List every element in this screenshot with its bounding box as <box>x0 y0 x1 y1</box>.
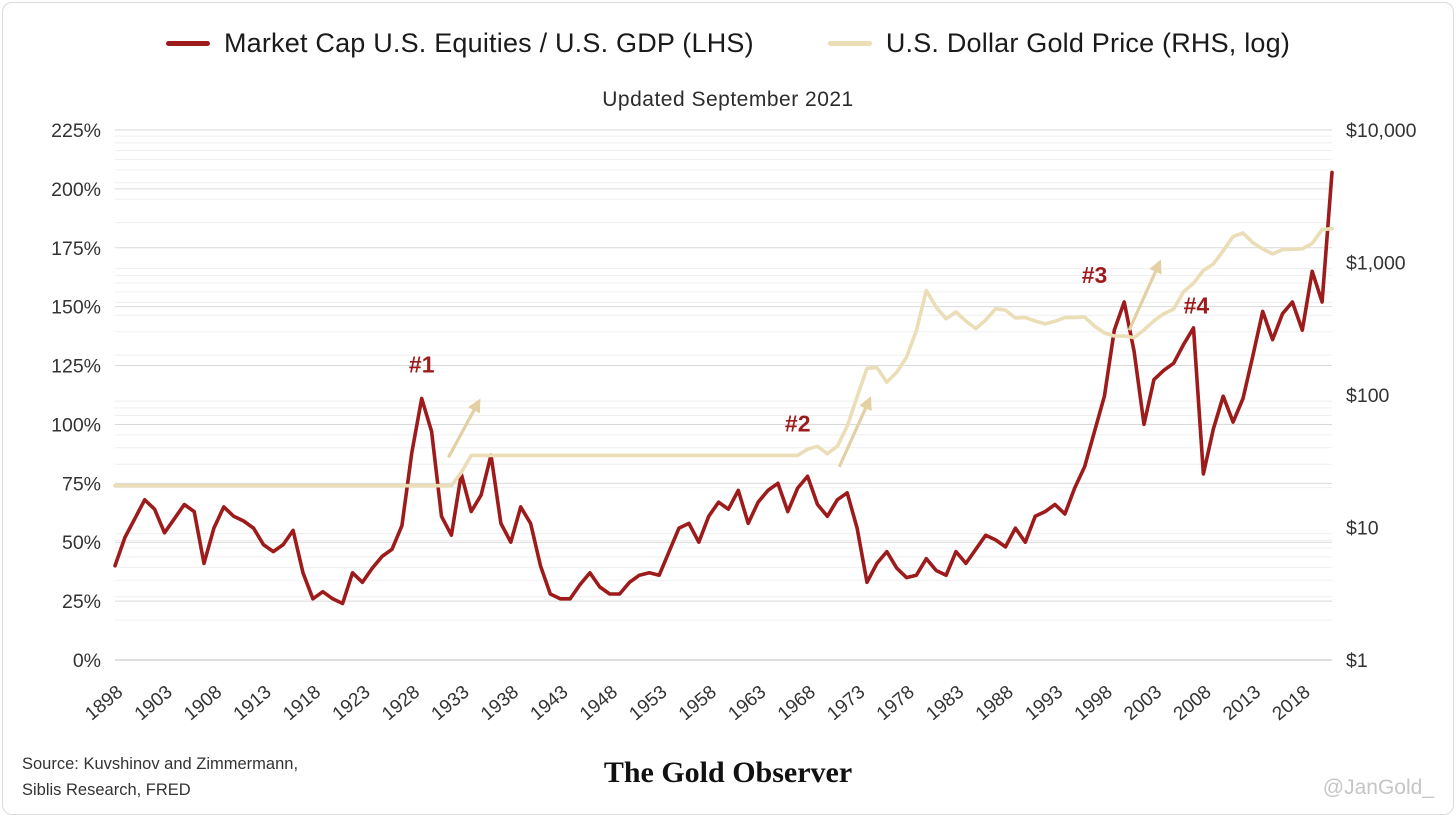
svg-text:200%: 200% <box>51 179 101 201</box>
svg-text:100%: 100% <box>51 414 101 436</box>
svg-text:1913: 1913 <box>230 682 276 725</box>
chart-subtitle: Updated September 2021 <box>602 88 854 111</box>
series-line-0 <box>113 170 1334 606</box>
svg-text:75%: 75% <box>62 473 101 495</box>
svg-text:125%: 125% <box>51 356 101 378</box>
svg-text:1933: 1933 <box>428 682 474 725</box>
svg-text:175%: 175% <box>51 238 101 260</box>
svg-text:1993: 1993 <box>1021 682 1067 725</box>
source-line-2: Siblis Research, FRED <box>22 780 191 799</box>
svg-text:2003: 2003 <box>1120 682 1166 725</box>
svg-text:1968: 1968 <box>774 682 820 725</box>
svg-text:2008: 2008 <box>1170 682 1216 725</box>
svg-text:1938: 1938 <box>477 682 523 725</box>
svg-text:$1: $1 <box>1346 650 1368 672</box>
x-axis-labels: 1898 1903 1908 1913 1918 1923 1928 1933 1938 1943… <box>81 682 1314 725</box>
svg-text:25%: 25% <box>62 591 101 613</box>
legend-swatch-gold <box>827 41 872 46</box>
series-line-1 <box>113 226 1334 488</box>
chart-legend: Market Cap U.S. Equities / U.S. GDP (LHS… <box>0 28 1456 59</box>
peak-annotations: #1 #2 #3 #4 <box>409 262 1210 436</box>
svg-text:#3: #3 <box>1082 262 1108 288</box>
svg-text:1928: 1928 <box>378 682 424 725</box>
svg-text:225%: 225% <box>51 120 101 142</box>
svg-text:50%: 50% <box>62 532 101 554</box>
major-gridlines <box>115 129 1332 661</box>
svg-text:1973: 1973 <box>823 682 869 725</box>
svg-text:1918: 1918 <box>279 682 325 725</box>
twitter-handle: @JanGold_ <box>1322 776 1434 799</box>
svg-text:#1: #1 <box>409 352 435 378</box>
svg-text:1988: 1988 <box>972 682 1018 725</box>
legend-swatch-equities <box>165 41 210 46</box>
svg-text:0%: 0% <box>73 650 101 672</box>
source-note: Source: Kuvshinov and Zimmermann, Siblis… <box>22 752 298 803</box>
svg-text:1983: 1983 <box>922 682 968 725</box>
legend-item-equities: Market Cap U.S. Equities / U.S. GDP (LHS… <box>165 28 754 59</box>
svg-text:$1,000: $1,000 <box>1346 253 1406 275</box>
svg-text:1963: 1963 <box>724 682 770 725</box>
svg-text:#2: #2 <box>785 411 811 437</box>
svg-text:1943: 1943 <box>527 682 573 725</box>
svg-text:2018: 2018 <box>1269 682 1315 725</box>
left-axis-labels: 0% 25% 50% 75% 100% 125% 150% 175% 200% 225% <box>51 120 101 672</box>
svg-text:1908: 1908 <box>180 682 226 725</box>
svg-text:2013: 2013 <box>1219 682 1265 725</box>
svg-text:1898: 1898 <box>81 682 127 725</box>
svg-text:1998: 1998 <box>1071 682 1117 725</box>
svg-text:$100: $100 <box>1346 385 1390 407</box>
source-line-1: Source: Kuvshinov and Zimmermann, <box>22 755 299 773</box>
legend-label-gold: U.S. Dollar Gold Price (RHS, log) <box>885 28 1291 58</box>
svg-text:1923: 1923 <box>329 682 375 725</box>
svg-text:$10: $10 <box>1346 518 1379 540</box>
svg-text:1948: 1948 <box>576 682 622 725</box>
svg-text:$10,000: $10,000 <box>1346 120 1417 142</box>
svg-text:1978: 1978 <box>873 682 919 725</box>
svg-text:1958: 1958 <box>675 682 721 725</box>
brand-title: The Gold Observer <box>603 756 853 789</box>
svg-text:1903: 1903 <box>131 682 177 725</box>
svg-text:150%: 150% <box>51 297 101 319</box>
legend-item-gold: U.S. Dollar Gold Price (RHS, log) <box>827 28 1291 59</box>
right-axis-labels: $1 $10 $100 $1,000 $10,000 <box>1346 120 1417 672</box>
svg-text:1953: 1953 <box>626 682 672 725</box>
devaluation-arrows <box>447 259 1162 468</box>
legend-label-equities: Market Cap U.S. Equities / U.S. GDP (LHS… <box>223 28 754 58</box>
svg-text:#4: #4 <box>1184 293 1210 319</box>
